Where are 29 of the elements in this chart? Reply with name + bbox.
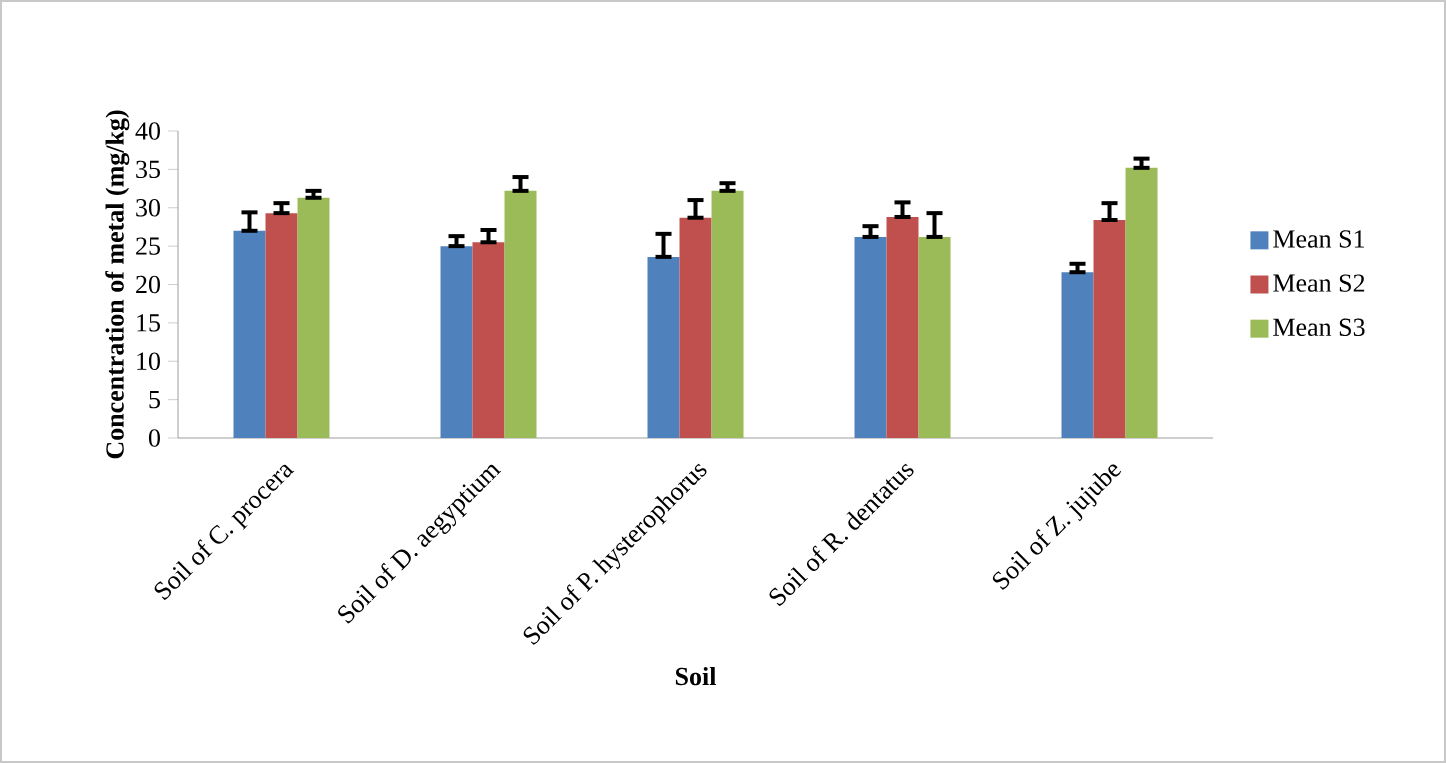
bar xyxy=(472,242,505,438)
bar xyxy=(1093,220,1126,438)
bar xyxy=(679,217,712,438)
y-tick-label: 25 xyxy=(136,237,160,255)
bar xyxy=(854,236,887,438)
y-tick-label: 0 xyxy=(148,429,160,447)
bar xyxy=(1125,167,1158,438)
bar xyxy=(265,213,298,438)
bar xyxy=(647,256,680,438)
y-tick-label: 40 xyxy=(135,122,160,140)
bar xyxy=(440,246,473,438)
bar xyxy=(1061,272,1094,438)
bar xyxy=(918,236,951,438)
y-tick-label: 10 xyxy=(137,352,160,371)
y-tick-label: 20 xyxy=(136,275,160,294)
legend-label: Mean S3 xyxy=(1273,318,1365,337)
legend-label: Mean S2 xyxy=(1273,274,1365,292)
bar xyxy=(711,190,744,438)
bar xyxy=(886,216,919,438)
y-tick-label: 15 xyxy=(137,314,160,332)
x-axis-title: Soil xyxy=(675,667,717,686)
y-tick-label: 30 xyxy=(136,198,160,217)
bar xyxy=(233,230,266,438)
legend-label: Mean S1 xyxy=(1273,230,1365,248)
y-axis-title: Concentration of metal (mg/kg) xyxy=(105,110,130,459)
y-tick-label: 35 xyxy=(136,160,160,179)
bar xyxy=(504,190,537,438)
bar xyxy=(297,197,330,438)
y-tick-label: 5 xyxy=(149,390,160,409)
